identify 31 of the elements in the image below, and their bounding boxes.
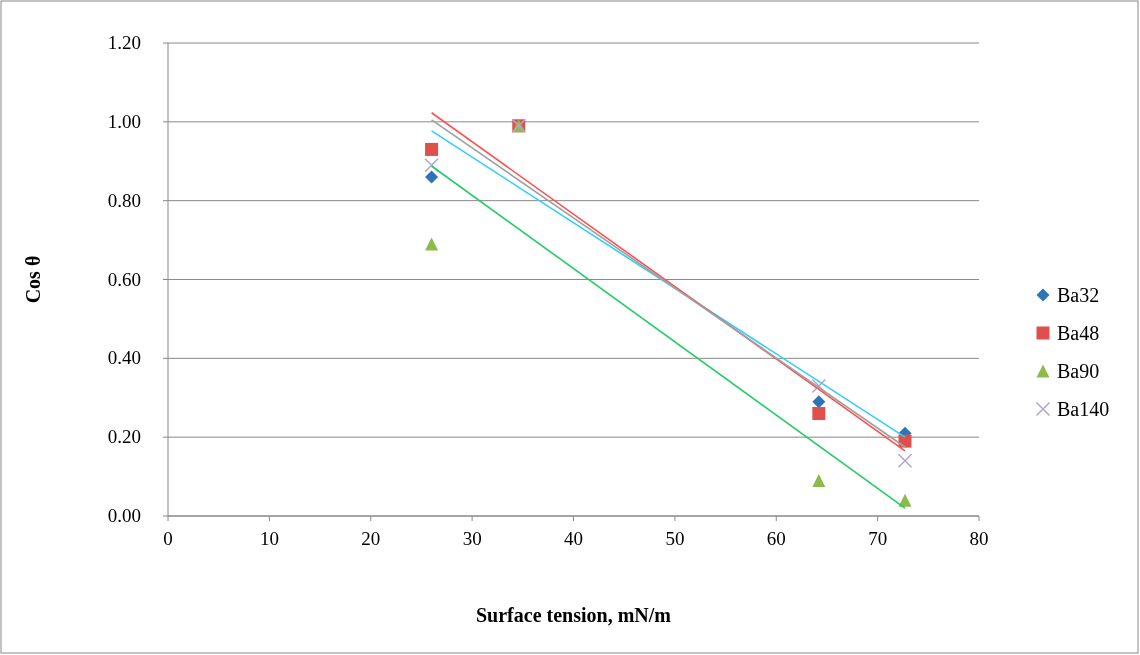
y-tick-label: 1.00 (107, 110, 141, 132)
x-tick-label: 80 (969, 528, 989, 549)
x-tick-label: 40 (564, 528, 583, 549)
legend-label: Ba140 (1057, 398, 1110, 420)
point (812, 395, 826, 409)
y-tick-label: 0.40 (107, 347, 141, 369)
point (425, 237, 439, 251)
point (425, 142, 439, 156)
x-axis-title: Surface tension, mN/m (476, 604, 672, 626)
x-tick-label: 70 (868, 528, 888, 549)
point (812, 474, 826, 488)
y-tick-label: 0.20 (107, 426, 141, 448)
point (812, 407, 826, 421)
x-tick-label: 0 (163, 528, 173, 549)
legend-label: Ba48 (1057, 322, 1100, 344)
point (424, 157, 439, 173)
y-axis-title: Cos θ (22, 255, 44, 304)
y-tick-label: 1.20 (107, 32, 141, 53)
x-tick-label: 30 (462, 528, 482, 549)
legend-label: Ba32 (1057, 284, 1100, 306)
y-tick-label: 0.60 (107, 268, 141, 290)
point (897, 453, 913, 469)
x-tick-label: 60 (766, 528, 786, 549)
x-tick-label: 10 (259, 528, 279, 549)
y-tick-label: 0.00 (107, 505, 141, 526)
legend-label: Ba90 (1057, 360, 1100, 382)
point (425, 170, 439, 184)
x-tick-label: 50 (665, 528, 685, 549)
x-tick-label: 20 (361, 528, 381, 549)
point (898, 493, 912, 507)
y-tick-label: 0.80 (107, 189, 141, 211)
